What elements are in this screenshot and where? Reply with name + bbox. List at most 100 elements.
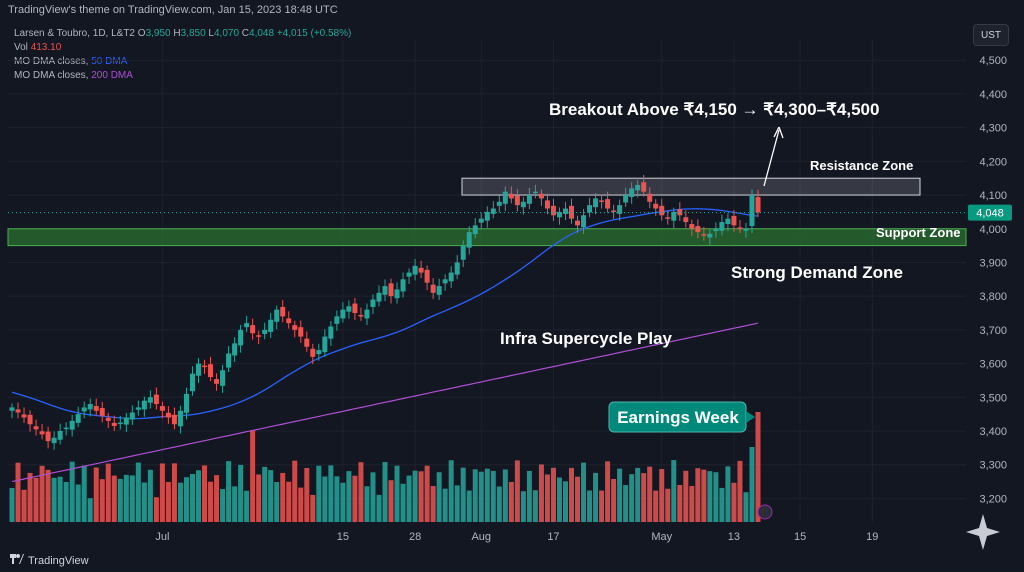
volume-bar (15, 462, 21, 522)
candle-body (514, 195, 520, 206)
volume-bar (418, 471, 424, 522)
volume-bar (232, 486, 238, 522)
candle-body (346, 306, 352, 312)
candle-body (370, 299, 376, 307)
x-tick-label: Jul (155, 531, 169, 543)
candle-body (647, 193, 653, 202)
candle-body (472, 225, 478, 235)
volume-bar (9, 488, 15, 522)
volume-bar (99, 479, 105, 522)
earnings-marker-icon (757, 504, 773, 520)
candle-body (280, 306, 286, 317)
candle (286, 311, 292, 329)
volume-bar (310, 494, 316, 522)
volume-bar (340, 482, 346, 522)
candle (550, 198, 556, 221)
candle (593, 193, 599, 215)
candle (611, 204, 617, 219)
candle-body (262, 329, 268, 334)
candle-body (153, 394, 159, 405)
candle (749, 189, 755, 234)
candle (677, 202, 683, 222)
demand-zone-label: Strong Demand Zone (731, 263, 903, 282)
volume-bar (129, 475, 135, 522)
y-tick-label: 3,500 (979, 392, 1007, 404)
candle (328, 321, 334, 346)
candle-body (406, 272, 412, 277)
volume-bar (436, 472, 442, 522)
candle (226, 346, 232, 373)
volume-bar (238, 464, 244, 522)
candle-body (105, 417, 111, 421)
y-tick-label: 3,600 (979, 359, 1007, 371)
candle (322, 329, 328, 357)
y-tick-label: 3,700 (979, 325, 1007, 337)
symbol-row[interactable]: Larsen & Toubro, 1D, L&T2 O3,950 H3,850 … (14, 28, 352, 39)
volume-bar (520, 491, 526, 522)
candle-body (33, 426, 39, 430)
candle-body (581, 215, 587, 228)
candle-body (623, 195, 629, 203)
ma50-row[interactable]: MO DMA closes, 50 DMA (14, 55, 351, 69)
candle (81, 401, 87, 419)
change-value: +4,015 (+0.58%) (276, 28, 352, 39)
candle (262, 322, 268, 340)
volume-bar (376, 494, 382, 522)
volume-bar (214, 475, 220, 522)
volume-bar (208, 481, 214, 522)
support-zone (7, 228, 967, 247)
currency-button[interactable]: UST (973, 24, 1009, 46)
candle-body (304, 338, 310, 347)
candle-body (63, 427, 69, 430)
candle-body (93, 406, 99, 411)
volume-bar (719, 487, 725, 522)
candle (310, 343, 316, 365)
candle (683, 210, 689, 228)
candle (562, 201, 568, 221)
candle (141, 396, 147, 417)
volume-bar (532, 490, 538, 522)
candle-body (316, 350, 322, 355)
candle (737, 219, 743, 233)
candle-body (45, 431, 51, 442)
candle (238, 324, 244, 353)
candle (725, 213, 731, 232)
candle (532, 184, 538, 199)
candle (424, 265, 430, 291)
candle (376, 285, 382, 307)
candle-body (183, 393, 189, 413)
candle-body (286, 318, 292, 324)
candle (196, 358, 201, 383)
candle (695, 219, 701, 239)
volume-row[interactable]: Vol 413.10 (14, 41, 351, 55)
volume-label: Vol (14, 42, 28, 53)
candle-body (165, 412, 171, 418)
candle (665, 210, 671, 225)
candle-body (683, 217, 689, 223)
candle-body (334, 316, 340, 324)
candle-body (593, 198, 599, 208)
candle-body (611, 210, 617, 213)
volume-bar (69, 461, 75, 522)
volume-bar (605, 461, 611, 522)
tradingview-logo-icon (10, 554, 24, 567)
candle (51, 431, 57, 450)
volume-bar (280, 472, 286, 522)
candle-body (352, 303, 358, 314)
candle (508, 186, 514, 204)
candle-body (87, 404, 93, 410)
volume-bar (27, 472, 33, 522)
candle (412, 258, 418, 281)
candle-body (749, 195, 755, 227)
candle (454, 255, 460, 280)
ma200-row[interactable]: MO DMA closes, 200 DMA (14, 69, 351, 83)
candle (208, 356, 214, 382)
volume-bar (93, 467, 99, 522)
chart-legend: Larsen & Toubro, 1D, L&T2 O3,950 H3,850 … (14, 27, 351, 83)
candle (165, 406, 171, 424)
volume-bar (424, 465, 430, 522)
x-tick-label: 15 (794, 531, 806, 543)
volume-bar (135, 462, 141, 522)
candle (135, 400, 141, 416)
